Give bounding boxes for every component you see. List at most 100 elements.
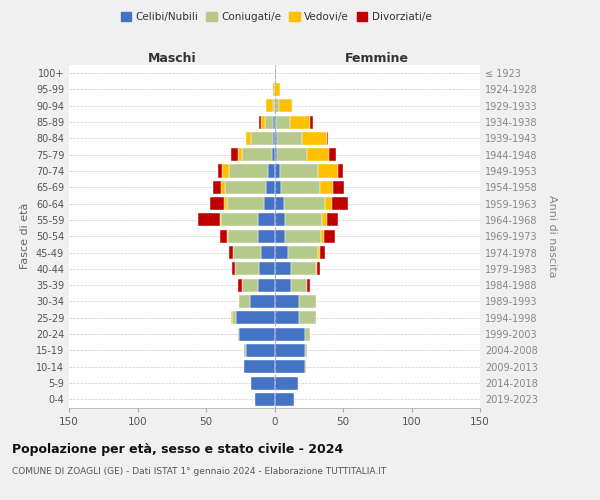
Bar — [230, 312, 232, 324]
Bar — [238, 148, 242, 161]
Bar — [259, 262, 275, 276]
Y-axis label: Fasce di età: Fasce di età — [20, 203, 30, 270]
Bar — [334, 181, 344, 194]
Bar — [239, 295, 250, 308]
Y-axis label: Anni di nascita: Anni di nascita — [547, 195, 557, 278]
Bar — [242, 278, 258, 291]
Bar — [233, 246, 261, 259]
Bar — [275, 262, 291, 276]
Bar — [324, 230, 335, 243]
Bar — [256, 393, 275, 406]
Bar — [218, 164, 223, 177]
Bar — [275, 360, 305, 373]
Bar — [261, 116, 265, 128]
Bar — [210, 197, 224, 210]
Bar — [305, 360, 306, 373]
Bar — [239, 328, 275, 340]
Bar — [317, 262, 320, 276]
Bar — [220, 214, 221, 226]
Bar — [299, 312, 316, 324]
Bar — [307, 278, 310, 291]
Bar — [230, 148, 238, 161]
Legend: Celibi/Nubili, Coniugati/e, Vedovi/e, Divorziati/e: Celibi/Nubili, Coniugati/e, Vedovi/e, Di… — [116, 8, 436, 26]
Bar — [275, 214, 286, 226]
Bar — [263, 197, 275, 210]
Bar — [329, 148, 336, 161]
Bar — [275, 295, 299, 308]
Bar — [223, 164, 229, 177]
Bar — [250, 295, 275, 308]
Bar — [286, 230, 321, 243]
Bar — [242, 148, 272, 161]
Bar — [326, 214, 338, 226]
Bar — [275, 132, 277, 145]
Bar — [227, 230, 228, 243]
Bar — [326, 132, 328, 145]
Bar — [275, 278, 291, 291]
Bar — [278, 99, 292, 112]
Bar — [275, 83, 280, 96]
Bar — [258, 278, 275, 291]
Bar — [235, 262, 259, 276]
Bar — [221, 214, 258, 226]
Bar — [273, 132, 275, 145]
Bar — [310, 116, 313, 128]
Bar — [275, 99, 278, 112]
Bar — [238, 328, 239, 340]
Bar — [290, 116, 310, 128]
Bar — [246, 132, 251, 145]
Bar — [291, 278, 307, 291]
Bar — [273, 116, 275, 128]
Text: Maschi: Maschi — [148, 52, 196, 65]
Bar — [265, 116, 273, 128]
Bar — [291, 262, 316, 276]
Bar — [277, 132, 302, 145]
Bar — [221, 181, 225, 194]
Bar — [275, 181, 281, 194]
Bar — [198, 214, 220, 226]
Bar — [229, 246, 233, 259]
Bar — [251, 132, 273, 145]
Bar — [272, 148, 275, 161]
Bar — [275, 66, 276, 80]
Text: COMUNE DI ZOAGLI (GE) - Dati ISTAT 1° gennaio 2024 - Elaborazione TUTTITALIA.IT: COMUNE DI ZOAGLI (GE) - Dati ISTAT 1° ge… — [12, 468, 386, 476]
Bar — [276, 116, 290, 128]
Bar — [275, 246, 288, 259]
Bar — [319, 164, 338, 177]
Bar — [251, 376, 275, 390]
Bar — [322, 214, 326, 226]
Bar — [275, 116, 276, 128]
Bar — [320, 181, 334, 194]
Bar — [238, 278, 242, 291]
Bar — [258, 230, 275, 243]
Bar — [268, 164, 275, 177]
Bar — [273, 83, 275, 96]
Bar — [232, 262, 235, 276]
Bar — [244, 344, 246, 357]
Text: Popolazione per età, sesso e stato civile - 2024: Popolazione per età, sesso e stato civil… — [12, 442, 343, 456]
Bar — [244, 360, 275, 373]
Bar — [232, 312, 236, 324]
Bar — [275, 376, 298, 390]
Bar — [281, 181, 320, 194]
Bar — [275, 230, 286, 243]
Bar — [227, 197, 263, 210]
Bar — [220, 230, 227, 243]
Bar — [286, 214, 322, 226]
Bar — [320, 246, 325, 259]
Bar — [325, 197, 332, 210]
Bar — [332, 197, 349, 210]
Bar — [225, 181, 266, 194]
Bar — [277, 148, 307, 161]
Bar — [280, 164, 319, 177]
Bar — [228, 230, 258, 243]
Bar — [302, 132, 326, 145]
Bar — [275, 197, 284, 210]
Bar — [259, 116, 261, 128]
Bar — [261, 246, 275, 259]
Bar — [275, 164, 280, 177]
Bar — [284, 197, 325, 210]
Bar — [275, 344, 305, 357]
Bar — [275, 393, 293, 406]
Text: Femmine: Femmine — [345, 52, 409, 65]
